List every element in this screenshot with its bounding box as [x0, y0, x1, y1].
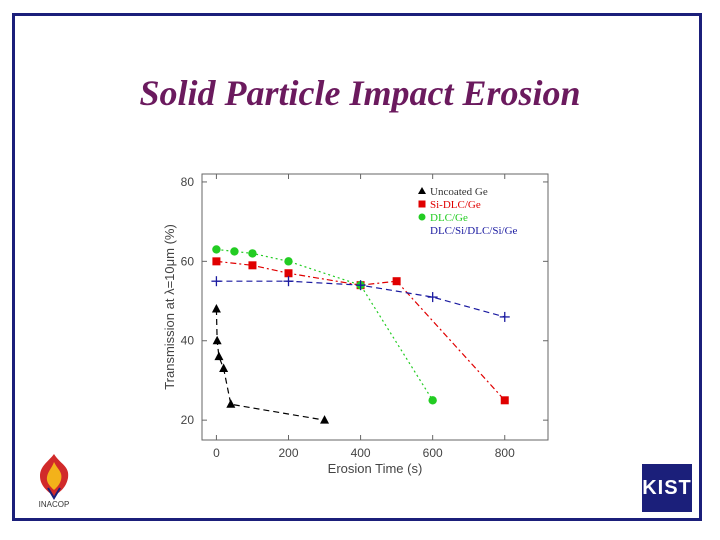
data-point	[499, 311, 510, 322]
data-point	[219, 363, 229, 373]
data-point	[212, 335, 222, 345]
legend-marker	[418, 187, 426, 194]
data-point	[212, 245, 221, 254]
data-point	[248, 249, 257, 258]
slide-frame	[12, 13, 702, 521]
data-point	[248, 261, 257, 270]
data-point	[284, 269, 293, 278]
x-tick-label: 600	[423, 446, 443, 460]
x-tick-label: 200	[278, 446, 298, 460]
data-point	[214, 351, 224, 361]
legend-label: Uncoated Ge	[430, 186, 488, 198]
slide-title: Solid Particle Impact Erosion	[139, 73, 581, 113]
legend-label: Si-DLC/Ge	[430, 199, 481, 211]
legend-label: DLC/Si/DLC/Si/Ge	[430, 225, 518, 237]
y-tick-label: 40	[181, 334, 195, 348]
data-point	[211, 303, 221, 313]
series-line	[216, 260, 506, 401]
data-point	[392, 277, 401, 286]
y-tick-label: 60	[181, 254, 195, 268]
y-tick-label: 80	[181, 175, 195, 189]
data-point	[320, 415, 330, 424]
data-point	[226, 399, 236, 408]
x-tick-label: 400	[351, 446, 371, 460]
data-point	[284, 257, 293, 266]
inacop-logo: INACOP	[30, 452, 78, 514]
data-point	[211, 276, 222, 287]
series-line	[216, 248, 434, 401]
y-axis-label: Transmission at λ=10μm (%)	[162, 224, 177, 390]
data-point	[212, 257, 221, 266]
y-tick-label: 20	[181, 413, 195, 427]
data-point	[355, 280, 366, 291]
data-point	[230, 247, 239, 256]
data-point	[283, 276, 294, 287]
series-line	[215, 308, 325, 421]
legend-marker	[418, 200, 426, 208]
kist-logo: KIST	[642, 464, 692, 512]
x-tick-label: 800	[495, 446, 515, 460]
data-point	[500, 396, 509, 405]
legend-marker	[418, 213, 426, 221]
x-tick-label: 0	[213, 446, 220, 460]
data-point	[428, 396, 437, 405]
plot-area	[201, 173, 549, 441]
flame-logo-icon	[40, 454, 69, 500]
inacop-logo-caption: INACOP	[38, 500, 70, 509]
legend-label: DLC/Ge	[430, 212, 468, 224]
x-axis-label: Erosion Time (s)	[328, 461, 423, 476]
kist-logo-text: KIST	[642, 464, 692, 512]
data-point	[427, 292, 438, 303]
